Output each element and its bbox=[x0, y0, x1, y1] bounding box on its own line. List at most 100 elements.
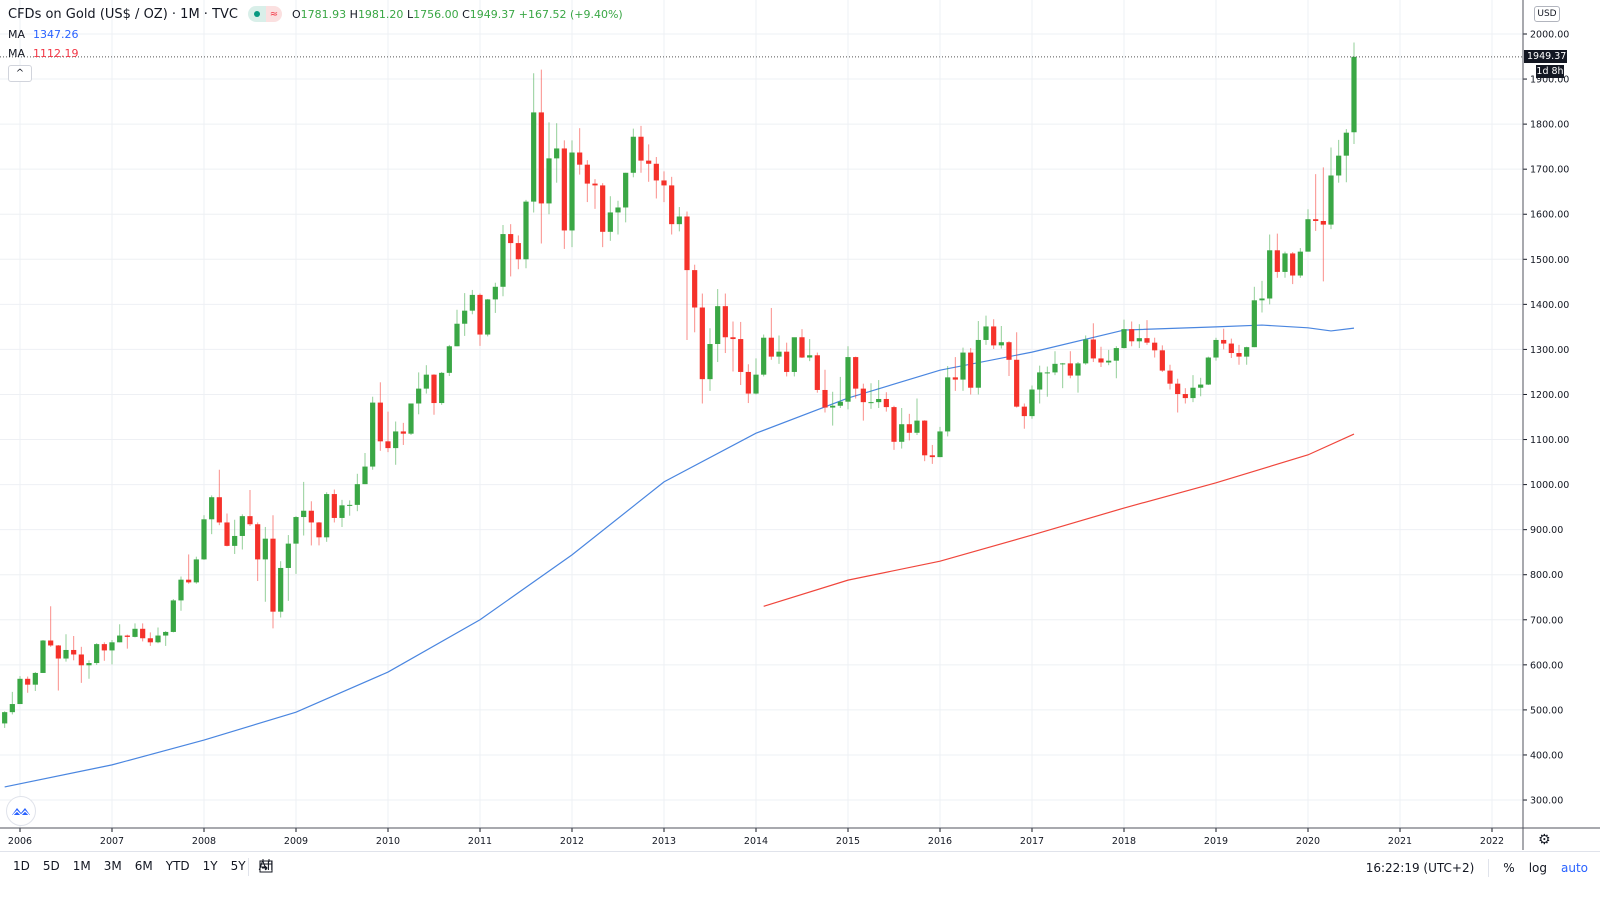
settings-gear-icon[interactable]: ⚙ bbox=[1538, 832, 1551, 848]
candle-2009-11 bbox=[370, 396, 376, 470]
date-ranges: 1D 5D 1M 3M 6M YTD 1Y 5Y All bbox=[13, 859, 273, 873]
candle-body bbox=[1113, 348, 1119, 361]
y-tick-label: 1100.00 bbox=[1530, 435, 1569, 446]
range-ytd[interactable]: YTD bbox=[165, 859, 190, 873]
candle-2016-04 bbox=[960, 347, 966, 391]
candle-2017-06 bbox=[1067, 351, 1073, 379]
candle-body bbox=[891, 407, 897, 442]
candle-2018-09 bbox=[1182, 388, 1188, 404]
candle-2020-07 bbox=[1351, 42, 1357, 144]
candle-2016-07 bbox=[983, 315, 989, 345]
candle-2017-10 bbox=[1098, 346, 1104, 367]
candle-body bbox=[278, 567, 284, 612]
x-tick-label: 2006 bbox=[8, 836, 32, 847]
candle-2011-02 bbox=[485, 298, 491, 337]
range-6m[interactable]: 6M bbox=[134, 859, 153, 873]
candle-body bbox=[446, 346, 452, 373]
candle-2010-03 bbox=[400, 422, 406, 445]
candle-body bbox=[853, 357, 859, 389]
timezone-clock[interactable]: 16:22:19 (UTC+2) bbox=[1365, 861, 1475, 875]
axes: 300.00 400.00 500.00 600.00 700.00 800.00 900.… bbox=[0, 0, 1600, 850]
candle-2007-02 bbox=[117, 624, 123, 643]
x-tick-label: 2019 bbox=[1204, 836, 1228, 847]
candle-2010-07 bbox=[431, 374, 437, 415]
candle-2007-11 bbox=[186, 554, 192, 584]
market-status-badge[interactable]: ≈ bbox=[247, 6, 282, 22]
x-tick-label: 2021 bbox=[1388, 836, 1412, 847]
percent-scale-toggle[interactable]: % bbox=[1503, 861, 1515, 875]
candle-body bbox=[71, 649, 77, 655]
candle-2018-01 bbox=[1121, 319, 1127, 349]
candle-2007-10 bbox=[178, 576, 184, 611]
candle-body bbox=[308, 510, 314, 523]
candle-body bbox=[975, 339, 981, 388]
ma-line-2 bbox=[763, 433, 1355, 607]
candle-2006-03 bbox=[32, 672, 38, 691]
go-to-date-calendar-icon[interactable] bbox=[258, 858, 274, 877]
candle-body bbox=[1175, 383, 1181, 395]
change-value: +167.52 (+9.40%) bbox=[518, 7, 623, 21]
candle-2008-01 bbox=[201, 515, 207, 560]
candle-body bbox=[216, 497, 222, 523]
candle-body bbox=[1121, 329, 1127, 349]
range-5y[interactable]: 5Y bbox=[230, 859, 246, 873]
candle-body bbox=[1205, 357, 1211, 385]
candle-body bbox=[439, 372, 445, 404]
candle-2017-03 bbox=[1044, 366, 1050, 397]
candle-2012-04 bbox=[592, 179, 598, 209]
candles bbox=[2, 42, 1357, 728]
range-all[interactable]: All bbox=[258, 859, 274, 873]
auto-scale-toggle[interactable]: auto bbox=[1560, 861, 1588, 875]
candle-body bbox=[945, 377, 951, 432]
candle-2013-02 bbox=[669, 176, 675, 235]
candle-2014-03 bbox=[768, 307, 774, 360]
candle-body bbox=[531, 112, 537, 202]
candle-body bbox=[699, 307, 705, 380]
range-1y[interactable]: 1Y bbox=[202, 859, 218, 873]
candle-body bbox=[1221, 339, 1227, 344]
candle-body bbox=[807, 355, 813, 358]
candle-body bbox=[1343, 132, 1349, 156]
delayed-icon: ≈ bbox=[265, 6, 282, 22]
symbol-title[interactable]: CFDs on Gold (US$ / OZ) · 1M · TVC bbox=[8, 6, 238, 22]
candle-2012-05 bbox=[600, 183, 606, 248]
candle-body bbox=[676, 216, 682, 225]
ma-legend-2[interactable]: MA 1112.19 bbox=[8, 47, 79, 60]
candle-2010-01 bbox=[385, 411, 391, 453]
range-1d[interactable]: 1D bbox=[13, 859, 30, 873]
candle-body bbox=[55, 645, 61, 659]
candle-body bbox=[1167, 370, 1173, 384]
range-3m[interactable]: 3M bbox=[103, 859, 122, 873]
candle-body bbox=[362, 466, 368, 485]
y-tick-label: 800.00 bbox=[1530, 570, 1563, 581]
candle-body bbox=[117, 635, 123, 643]
candle-2020-06 bbox=[1343, 129, 1349, 183]
candle-body bbox=[991, 326, 997, 346]
grid bbox=[0, 0, 1523, 828]
ma-legend-1[interactable]: MA 1347.26 bbox=[8, 28, 79, 41]
tradingview-logo-icon[interactable] bbox=[6, 796, 36, 826]
candle-body bbox=[1006, 342, 1012, 360]
candle-body bbox=[347, 504, 353, 506]
candle-body bbox=[822, 389, 828, 408]
candle-body bbox=[1152, 342, 1158, 351]
candle-body bbox=[63, 649, 69, 659]
log-scale-toggle[interactable]: log bbox=[1528, 861, 1547, 875]
range-5d[interactable]: 5D bbox=[42, 859, 60, 873]
price-chart[interactable]: 300.00 400.00 500.00 600.00 700.00 800.00 900.… bbox=[0, 0, 1600, 850]
candle-2018-10 bbox=[1190, 375, 1196, 403]
chevron-up-icon[interactable]: ^ bbox=[8, 65, 32, 82]
candle-body bbox=[998, 342, 1004, 346]
candle-body bbox=[48, 640, 54, 646]
candle-body bbox=[239, 516, 245, 536]
candle-2007-01 bbox=[109, 640, 115, 665]
candle-body bbox=[86, 663, 92, 666]
y-tick-label: 500.00 bbox=[1530, 705, 1563, 716]
candle-2015-02 bbox=[853, 356, 859, 399]
currency-label[interactable]: USD bbox=[1534, 6, 1560, 22]
candle-2019-06 bbox=[1251, 286, 1257, 348]
candle-body bbox=[1290, 253, 1296, 276]
y-tick-label: 1300.00 bbox=[1530, 345, 1569, 356]
range-1m[interactable]: 1M bbox=[72, 859, 91, 873]
candle-2017-11 bbox=[1106, 349, 1112, 366]
